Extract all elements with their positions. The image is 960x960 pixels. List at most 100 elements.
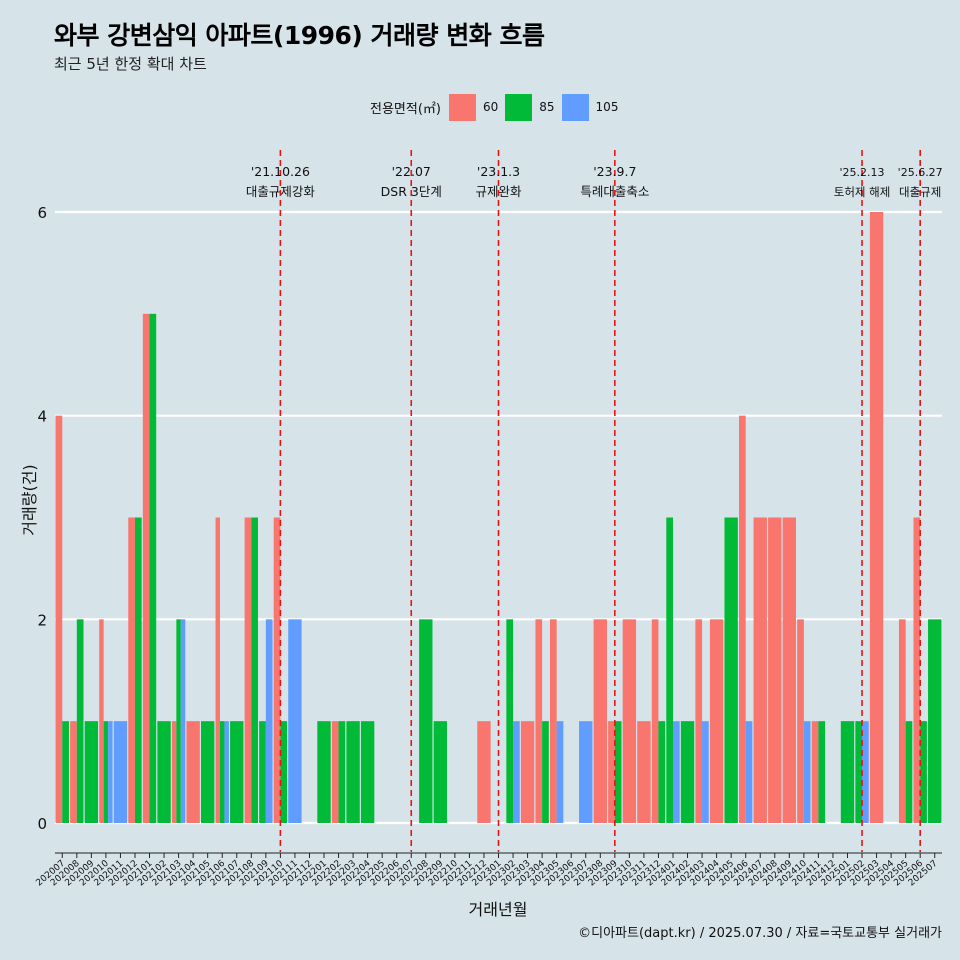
bar-60-202409 xyxy=(782,517,797,823)
bar-60-202503 xyxy=(869,212,884,823)
bar-60-202311 xyxy=(637,721,651,823)
bar-85-202208 xyxy=(419,619,433,823)
bar-60-202103 xyxy=(171,721,177,823)
bar-85-202106 xyxy=(219,721,225,823)
legend: 전용면적(㎡) 60 85 105 xyxy=(370,93,625,121)
bar-105-202406 xyxy=(745,721,753,823)
bar-85-202209 xyxy=(433,721,448,823)
bar-60-202110 xyxy=(273,517,281,823)
bar-105-202410 xyxy=(803,721,811,823)
event-annotations: '21.10.26 대출규제강화 '22.07 DSR 3단계 '23.1.3 규제완화 '… xyxy=(246,164,943,199)
bar-105-202109 xyxy=(265,619,273,823)
bar-85-202101 xyxy=(149,313,157,823)
bar-60-202104 xyxy=(186,721,200,823)
y-tick-label: 2 xyxy=(37,611,47,629)
x-axis: 2020072020082020092020102020112020122021… xyxy=(34,852,942,888)
event-label-202502: 토허제 해제 xyxy=(834,185,891,199)
legend-item-60: 60 xyxy=(448,93,499,121)
bar-105-202307 xyxy=(579,721,593,823)
bar-60-202310 xyxy=(622,619,637,823)
bar-85-202110 xyxy=(280,721,288,823)
bar-85-202012 xyxy=(134,517,142,823)
bar-105-202011 xyxy=(113,721,128,823)
bar-85-202204 xyxy=(360,721,375,823)
bar-105-202103 xyxy=(180,619,186,823)
legend-item-85: 85 xyxy=(505,93,555,121)
bar-85-202103 xyxy=(176,619,181,823)
bar-60-202408 xyxy=(768,517,782,823)
bar-105-202401 xyxy=(672,721,680,823)
legend-label-60: 60 xyxy=(482,100,499,114)
bar-60-202305 xyxy=(549,619,557,823)
bar-60-202312 xyxy=(651,619,659,823)
y-tick-label: 0 xyxy=(37,815,47,833)
bar-85-202010 xyxy=(103,721,109,823)
y-tick-label: 6 xyxy=(37,204,47,222)
event-label-202506: 대출규제 xyxy=(899,185,941,199)
bar-60-202505 xyxy=(898,619,906,823)
bar-60-202012 xyxy=(128,517,135,823)
bar-60-202407 xyxy=(753,517,767,823)
bar-105-202403 xyxy=(702,721,709,823)
event-date-202309: '23.9.7 xyxy=(593,164,636,179)
event-date-202502: '25.2.13 xyxy=(840,166,885,179)
bar-85-202009 xyxy=(84,721,99,823)
bar-60-202010 xyxy=(99,619,104,823)
bar-60-202108 xyxy=(244,517,252,823)
bar-85-202506 xyxy=(920,721,927,823)
bar-60-202406 xyxy=(739,415,746,823)
legend-title: 전용면적(㎡) xyxy=(370,101,441,117)
bar-105-202106 xyxy=(224,721,229,823)
bar-60-202308 xyxy=(593,619,607,823)
bar-105-202010 xyxy=(108,721,113,823)
bar-85-202201 xyxy=(317,721,331,823)
bar-85-202102 xyxy=(157,721,171,823)
event-label-202309: 특례대출축소 xyxy=(580,184,649,199)
legend-swatch-105 xyxy=(561,93,589,121)
bar-85-202108 xyxy=(251,517,258,823)
bar-60-202404 xyxy=(709,619,724,823)
bar-60-202411 xyxy=(811,721,819,823)
bar-105-202502 xyxy=(862,721,869,823)
bar-85-202304 xyxy=(542,721,549,823)
bar-85-202007 xyxy=(62,721,69,823)
legend-item-105: 105 xyxy=(561,93,618,121)
bar-85-202507 xyxy=(928,619,942,823)
bar-60-202304 xyxy=(535,619,543,823)
event-label-202110: 대출규제강화 xyxy=(246,184,316,199)
event-date-202110: '21.10.26 xyxy=(251,164,310,179)
bar-85-202402 xyxy=(680,721,695,823)
bar-85-202312 xyxy=(658,721,666,823)
bar-85-202501 xyxy=(840,721,855,823)
bars xyxy=(55,212,942,823)
x-axis-label: 거래년월 xyxy=(468,900,528,919)
bar-60-202410 xyxy=(797,619,804,823)
chart-title: 와부 강변삼익 아파트(1996) 거래량 변화 흐름 xyxy=(54,21,545,50)
event-date-202207: '22.07 xyxy=(392,164,431,179)
event-label-202301: 규제완화 xyxy=(475,184,522,199)
bar-85-202203 xyxy=(346,721,360,823)
bar-60-202403 xyxy=(695,619,703,823)
bar-60-202303 xyxy=(520,721,535,823)
bar-85-202107 xyxy=(230,721,244,823)
bar-85-202008 xyxy=(76,619,84,823)
bar-60-202202 xyxy=(331,721,339,823)
bar-60-202309 xyxy=(608,721,615,823)
bar-60-202212 xyxy=(477,721,491,823)
bar-60-202506 xyxy=(913,517,921,823)
event-date-202506: '25.6.27 xyxy=(898,166,943,179)
event-label-202207: DSR 3단계 xyxy=(381,184,442,199)
bar-105-202305 xyxy=(556,721,564,823)
y-axis: 0 2 4 6 xyxy=(37,204,47,833)
bar-85-202411 xyxy=(818,721,826,823)
bar-85-202202 xyxy=(338,721,346,823)
legend-swatch-60 xyxy=(448,93,476,121)
bar-105-202111 xyxy=(288,619,302,823)
bar-85-202109 xyxy=(259,721,266,823)
bar-105-202302 xyxy=(513,721,520,823)
bar-85-202105 xyxy=(200,721,215,823)
bar-85-202309 xyxy=(614,721,622,823)
bar-60-202007 xyxy=(55,415,63,823)
event-date-202301: '23.1.3 xyxy=(477,164,520,179)
